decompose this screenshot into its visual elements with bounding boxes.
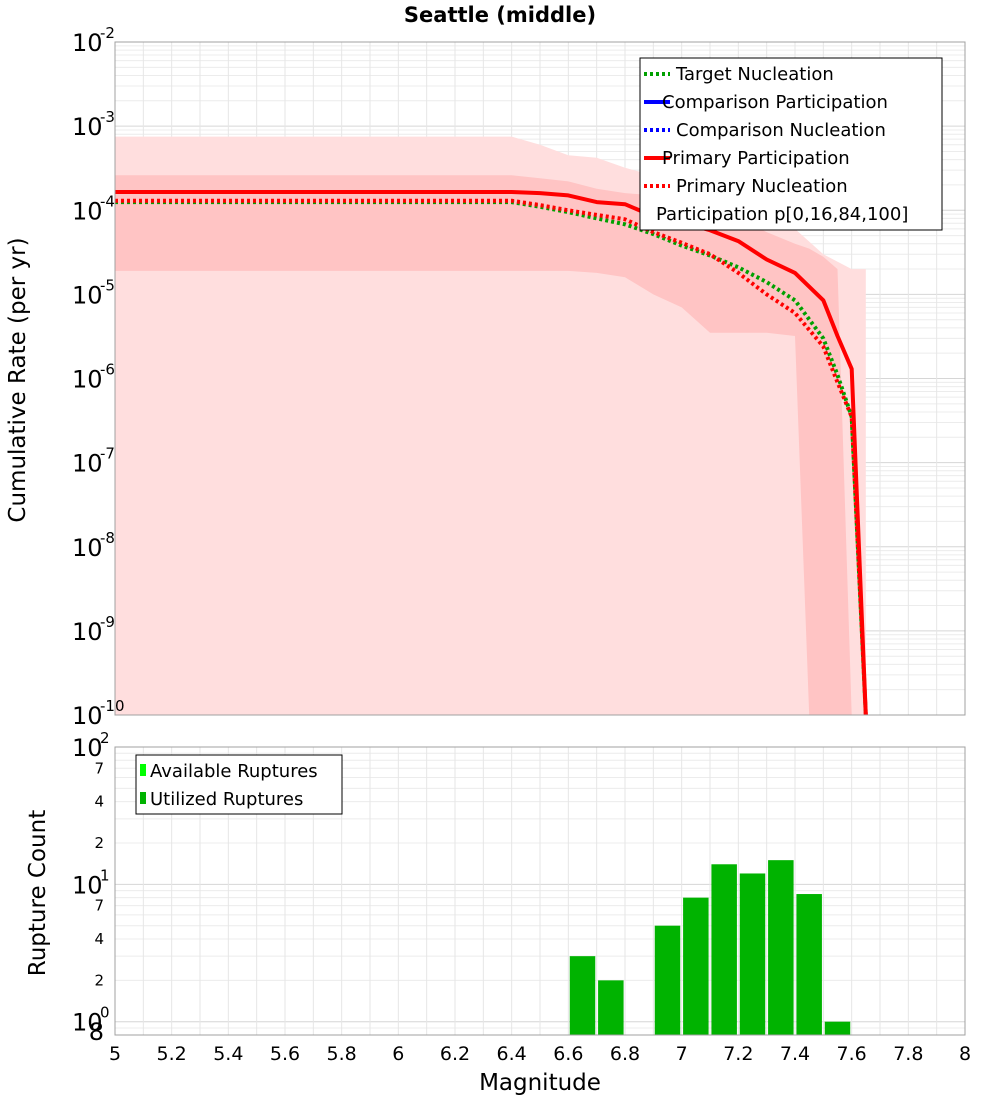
top-y-tick-base: 10	[72, 534, 103, 562]
legend-swatch	[140, 764, 146, 776]
x-tick-label: 7	[676, 1043, 688, 1065]
bottom-y-tick-base: 10	[72, 871, 103, 899]
bottom-y-minor-tick-label: 2	[94, 971, 104, 989]
bottom-y-tick-exponent: 2	[100, 729, 110, 747]
x-tick-label: 6.4	[497, 1043, 527, 1065]
top-y-axis-label: Cumulative Rate (per yr)	[5, 237, 31, 522]
x-tick-label: 5	[109, 1043, 121, 1065]
top-y-tick-base: 10	[72, 113, 103, 141]
bottom-y-tick-exponent: 1	[100, 866, 110, 884]
rupture-count-bar	[654, 925, 681, 1035]
rupture-count-bar	[569, 956, 596, 1035]
x-tick-label: 6.8	[610, 1043, 640, 1065]
rupture-count-bar	[824, 1021, 851, 1035]
participation-band-p16-p84	[115, 175, 866, 716]
top-y-tick-base: 10	[72, 29, 103, 57]
top-y-tick-exponent: -3	[100, 108, 115, 126]
legend-label: Utilized Ruptures	[150, 789, 303, 810]
legend-label: Participation p[0,16,84,100]	[656, 204, 908, 225]
rupture-count-bar	[796, 894, 822, 1035]
x-tick-label: 5.4	[213, 1043, 243, 1065]
bottom-plot-border	[114, 746, 966, 1036]
x-tick-label: 7.6	[837, 1043, 867, 1065]
x-tick-label: 7.2	[723, 1043, 753, 1065]
top-y-tick-base: 10	[72, 702, 103, 730]
bottom-y-tick-base: 10	[72, 734, 103, 762]
legend-swatch	[140, 792, 146, 804]
top-y-tick-exponent: -5	[100, 276, 115, 294]
x-tick-label: 5.8	[327, 1043, 357, 1065]
x-tick-label: 6.6	[553, 1043, 583, 1065]
bottom-y-minor-tick-label: 4	[94, 930, 104, 948]
legend-label: Primary Participation	[662, 148, 850, 169]
top-y-tick-exponent: -6	[100, 361, 115, 379]
bottom-y-tick-base: 10	[72, 1009, 103, 1037]
x-tick-label: 7.4	[780, 1043, 810, 1065]
x-axis-label: Magnitude	[479, 1070, 601, 1096]
bottom-y-minor-tick-label: 2	[94, 834, 104, 852]
top-y-tick-base: 10	[72, 281, 103, 309]
rupture-count-bar	[598, 980, 624, 1035]
rupture-count-bar	[683, 897, 709, 1035]
rupture-count-bar	[768, 860, 794, 1035]
top-y-tick-base: 10	[72, 366, 103, 394]
x-tick-label: 7.8	[893, 1043, 923, 1065]
x-tick-label: 5.6	[270, 1043, 300, 1065]
bottom-y-minor-tick-label: 7	[94, 759, 104, 777]
top-y-tick-exponent: -4	[100, 192, 115, 210]
bottom-legend-box	[135, 754, 343, 815]
top-plot-border	[114, 41, 966, 716]
top-y-tick-base: 10	[72, 618, 103, 646]
top-y-tick-base: 10	[72, 450, 103, 478]
bottom-y-tick-exponent: 0	[100, 1004, 110, 1022]
legend-label: Comparison Nucleation	[676, 120, 886, 141]
top-legend-box	[639, 57, 943, 231]
bottom-y-axis-label: Rupture Count	[25, 810, 51, 976]
top-y-tick-exponent: -2	[100, 24, 115, 42]
bottom-y-minor-tick-label: 8	[89, 1018, 104, 1046]
legend-label: Primary Nucleation	[676, 176, 848, 197]
x-tick-label: 6.2	[440, 1043, 470, 1065]
bottom-y-minor-tick-label: 4	[94, 793, 104, 811]
legend-label: Available Ruptures	[150, 761, 318, 782]
chart-title: Seattle (middle)	[404, 3, 596, 27]
rupture-count-bar	[739, 873, 766, 1035]
x-tick-label: 5.2	[157, 1043, 187, 1065]
top-y-tick-exponent: -7	[100, 445, 115, 463]
legend-label: Comparison Participation	[662, 92, 888, 113]
top-y-tick-exponent: -10	[100, 697, 125, 715]
top-y-tick-base: 10	[72, 197, 103, 225]
x-tick-label: 6	[392, 1043, 404, 1065]
series-line-primary-nucleation	[115, 198, 868, 716]
top-y-tick-exponent: -9	[100, 613, 115, 631]
bottom-y-minor-tick-label: 7	[94, 897, 104, 915]
top-y-tick-exponent: -8	[100, 529, 115, 547]
x-tick-label: 8	[959, 1043, 971, 1065]
legend-label: Target Nucleation	[675, 64, 834, 85]
rupture-count-bar	[711, 864, 737, 1035]
